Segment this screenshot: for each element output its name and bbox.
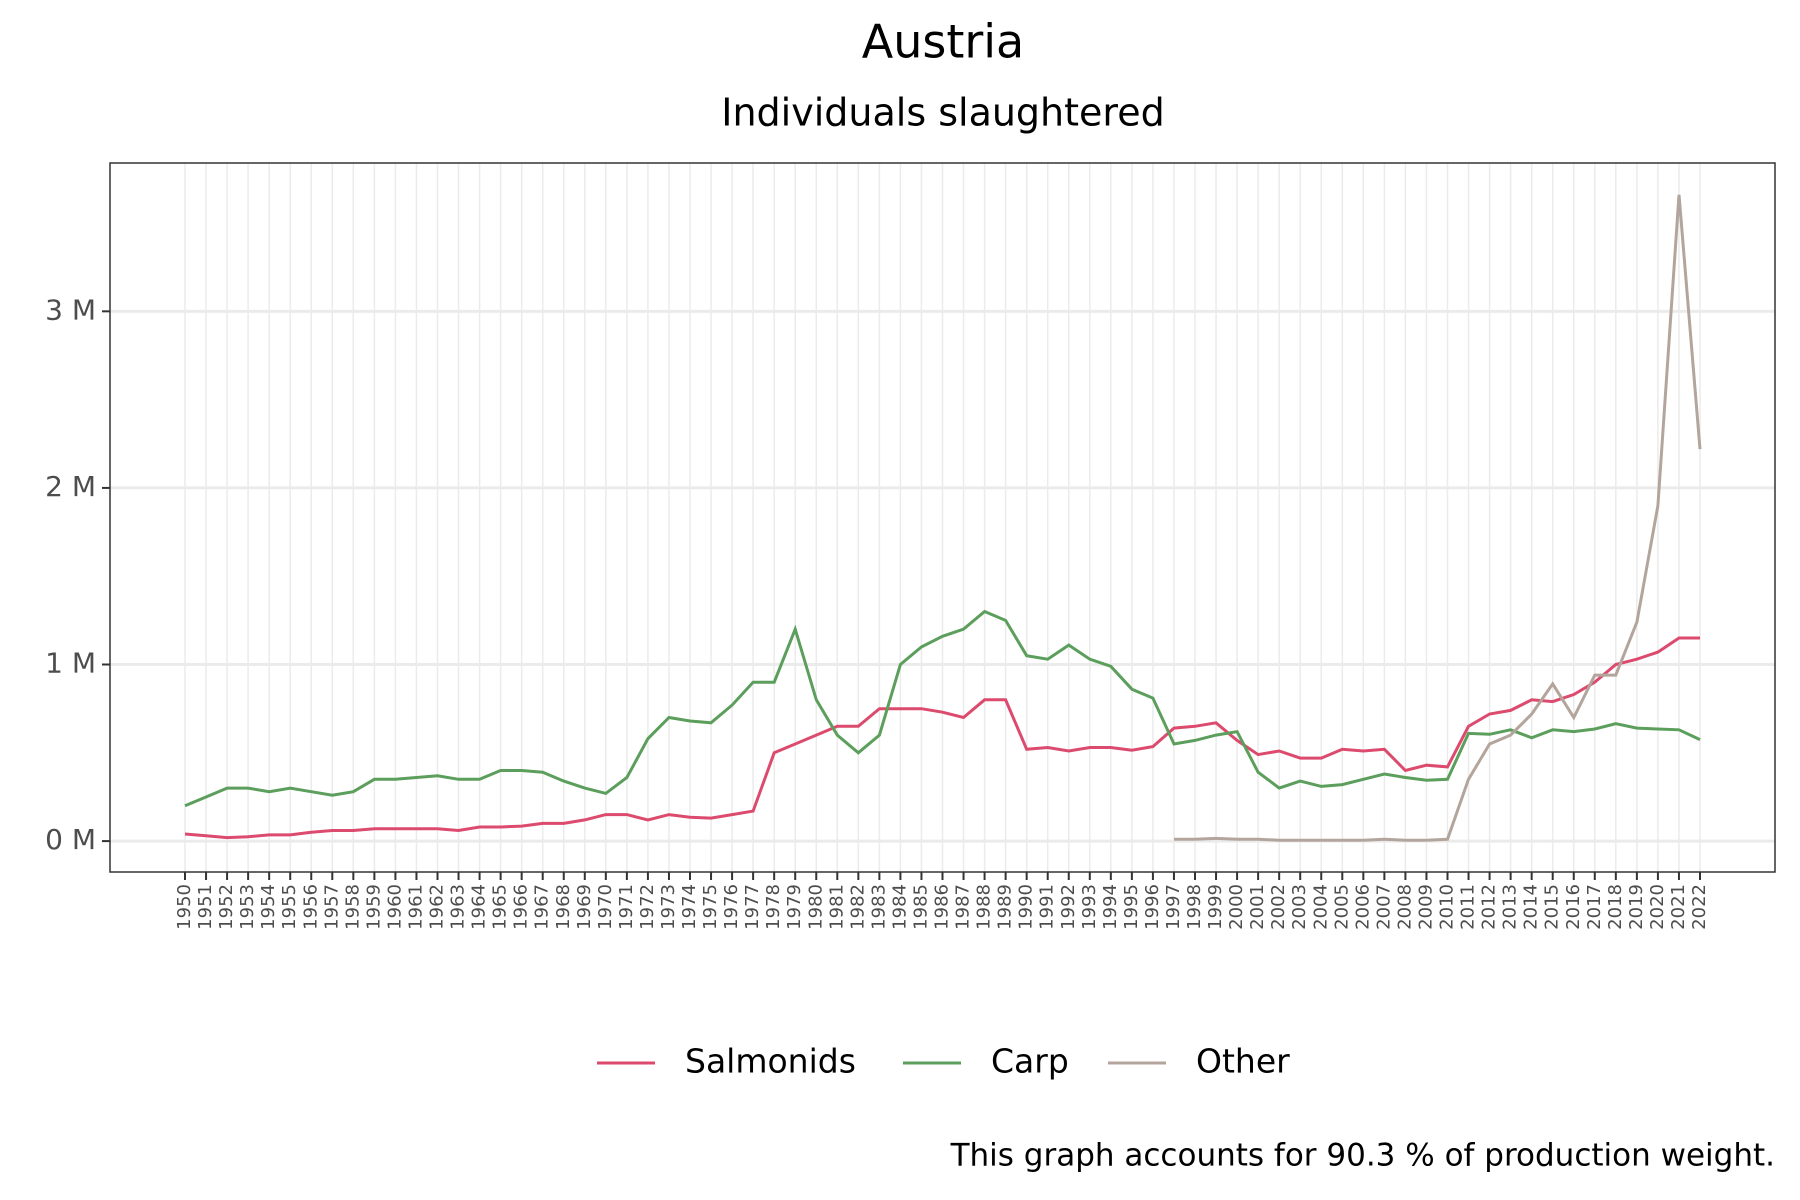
x-tick-label: 1999 [1205, 884, 1226, 930]
x-tick-label: 1995 [1121, 884, 1142, 930]
x-tick-label: 2019 [1626, 884, 1647, 930]
x-tick-label: 2020 [1647, 884, 1668, 930]
caption: This graph accounts for 90.3 % of produc… [950, 1138, 1775, 1174]
x-tick-label: 1953 [237, 884, 258, 930]
x-tick-label: 1969 [574, 884, 595, 930]
x-tick-label: 1965 [490, 884, 511, 930]
x-tick-label: 2004 [1310, 884, 1331, 930]
x-tick-label: 1952 [216, 884, 237, 930]
x-tick-label: 1957 [321, 884, 342, 930]
x-tick-label: 1982 [847, 884, 868, 930]
legend-label: Salmonids [685, 1042, 856, 1081]
x-tick-label: 2016 [1563, 884, 1584, 930]
x-tick-label: 1977 [742, 884, 763, 930]
x-tick-label: 1991 [1037, 884, 1058, 930]
x-tick-label: 1951 [195, 884, 216, 930]
x-tick-label: 1967 [532, 884, 553, 930]
x-tick-label: 2017 [1584, 884, 1605, 930]
x-tick-label: 2006 [1352, 884, 1373, 930]
y-tick-label: 3 M [45, 293, 96, 326]
x-tick-label: 1961 [405, 884, 426, 930]
plot-border [109, 162, 1776, 873]
x-tick-label: 1968 [553, 884, 574, 930]
series-line [184, 636, 1700, 840]
x-tick-label: 1989 [995, 884, 1016, 930]
x-tick-label: 1993 [1079, 884, 1100, 930]
x-tick-label: 1954 [258, 884, 279, 930]
legend-label: Other [1196, 1042, 1290, 1081]
x-tick-label: 1983 [868, 884, 889, 930]
y-tick-label: 0 M [45, 823, 96, 856]
x-tick-label: 2005 [1331, 884, 1352, 930]
x-tick-label: 1984 [889, 884, 910, 930]
series-line [1174, 194, 1702, 842]
x-tick-label: 2012 [1479, 884, 1500, 930]
x-tick-label: 2011 [1458, 884, 1479, 930]
x-tick-label: 2007 [1373, 884, 1394, 930]
x-tick-label: 1960 [384, 884, 405, 930]
x-tick-label: 1976 [721, 884, 742, 930]
legend-label: Carp [991, 1042, 1069, 1081]
x-tick-label: 1959 [363, 884, 384, 930]
x-tick-label: 1962 [427, 884, 448, 930]
x-tick-label: 1975 [700, 884, 721, 930]
x-tick-label: 1971 [616, 884, 637, 930]
x-tick-label: 1955 [279, 884, 300, 930]
x-tick-label: 1985 [910, 884, 931, 930]
x-tick-label: 2014 [1521, 884, 1542, 930]
x-tick-label: 1950 [174, 884, 195, 930]
x-tick-label: 2000 [1226, 884, 1247, 930]
x-tick-label: 2002 [1268, 884, 1289, 930]
y-tick-label: 1 M [45, 647, 96, 680]
x-tick-label: 1979 [784, 884, 805, 930]
x-tick-label: 1990 [1016, 884, 1037, 930]
x-tick-label: 1996 [1142, 884, 1163, 930]
x-tick-label: 1986 [932, 884, 953, 930]
x-tick-label: 2013 [1500, 884, 1521, 930]
x-tick-label: 1970 [595, 884, 616, 930]
x-tick-label: 1994 [1100, 884, 1121, 930]
chart-title: Austria [862, 15, 1025, 69]
x-tick-label: 1973 [658, 884, 679, 930]
x-tick-label: 1978 [763, 884, 784, 930]
x-tick-label: 1980 [805, 884, 826, 930]
x-tick-label: 1956 [300, 884, 321, 930]
x-tick-label: 2021 [1668, 884, 1689, 930]
y-tick-label: 2 M [45, 470, 96, 503]
x-tick-label: 1964 [469, 884, 490, 930]
x-tick-label: 1958 [342, 884, 363, 930]
x-tick-label: 2009 [1415, 884, 1436, 930]
x-tick-label: 1981 [826, 884, 847, 930]
series-line [184, 609, 1701, 808]
x-tick-label: 1998 [1184, 884, 1205, 930]
x-tick-label: 2010 [1437, 884, 1458, 930]
x-tick-label: 1997 [1163, 884, 1184, 930]
x-tick-label: 1974 [679, 884, 700, 930]
x-tick-label: 2001 [1247, 884, 1268, 930]
x-tick-label: 2008 [1394, 884, 1415, 930]
x-tick-label: 1987 [953, 884, 974, 930]
x-tick-label: 2015 [1542, 884, 1563, 930]
x-tick-label: 1966 [511, 884, 532, 930]
x-tick-label: 1992 [1058, 884, 1079, 930]
x-tick-label: 2022 [1689, 884, 1710, 930]
chart-subtitle: Individuals slaughtered [721, 91, 1164, 135]
x-tick-label: 1988 [974, 884, 995, 930]
x-tick-label: 2018 [1605, 884, 1626, 930]
x-tick-label: 1963 [448, 884, 469, 930]
x-tick-label: 2003 [1289, 884, 1310, 930]
x-tick-label: 1972 [637, 884, 658, 930]
